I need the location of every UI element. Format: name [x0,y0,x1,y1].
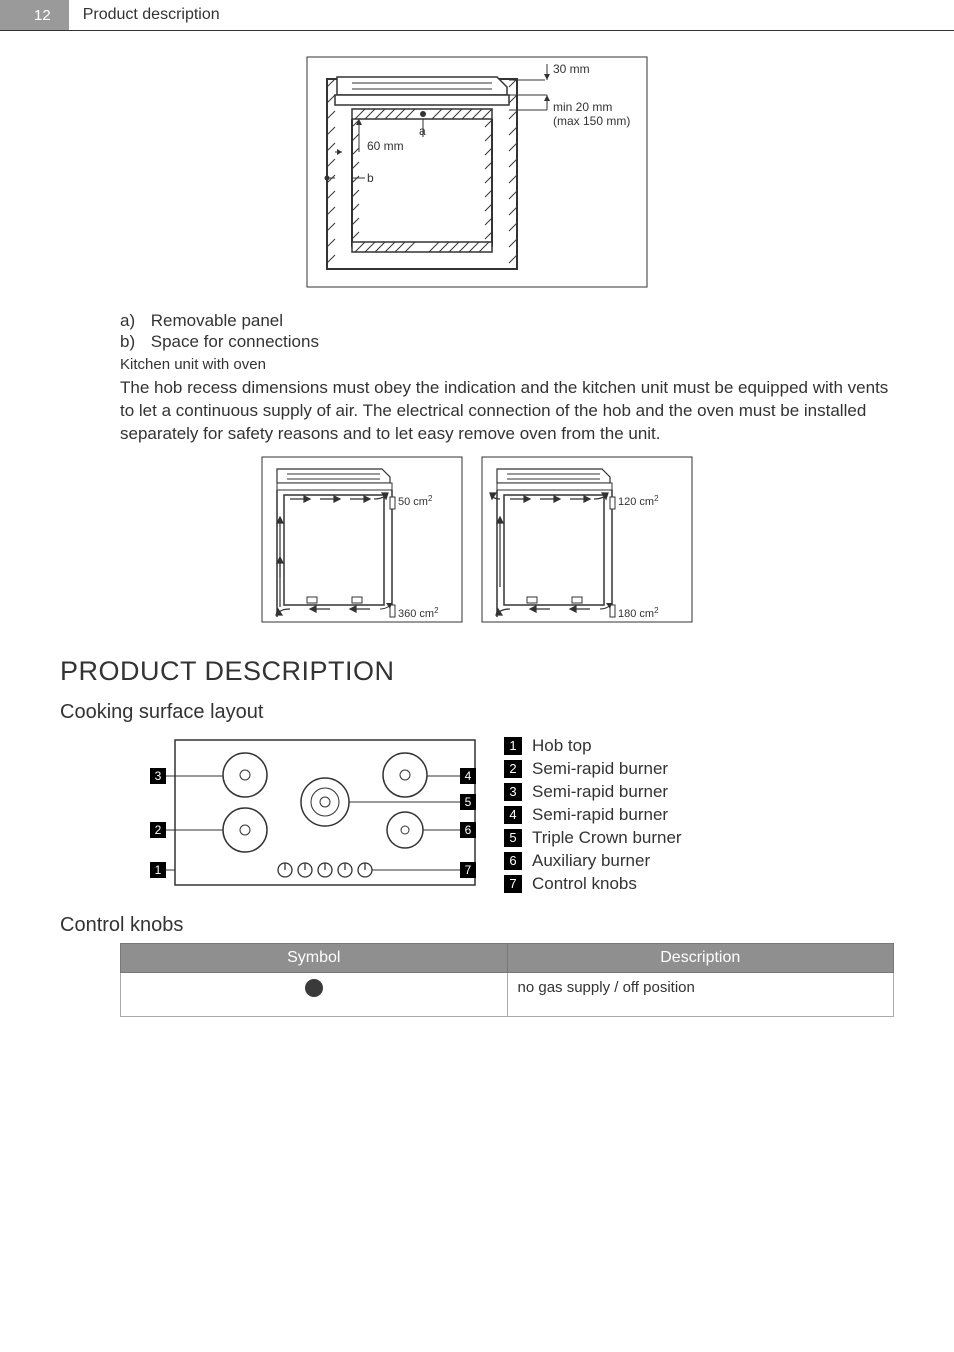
svg-text:180 cm2: 180 cm2 [618,606,659,620]
panel-text-a: Removable panel [151,311,283,330]
layout-legend: 1 Hob top 2 Semi-rapid burner 3 Semi-rapid … [504,736,682,894]
panel-list-item-b: b) Space for connections [120,332,894,352]
legend-label-7: Control knobs [532,874,637,894]
legend-item-2: 2 Semi-rapid burner [504,759,682,779]
svg-text:2: 2 [155,823,162,837]
svg-text:5: 5 [465,795,472,809]
legend-label-1: Hob top [532,736,592,756]
col-symbol: Symbol [121,943,508,972]
control-knobs-table: Symbol Description no gas supply / off p… [120,943,894,1017]
label-b: b [367,171,374,185]
legend-num-5: 5 [504,829,522,847]
d2-left-bot: 360 cm [398,608,434,620]
legend-item-4: 4 Semi-rapid burner [504,805,682,825]
dim-max150: (max 150 mm) [553,114,630,128]
panel-letter-a: a) [120,311,146,331]
legend-num-2: 2 [504,760,522,778]
legend-num-6: 6 [504,852,522,870]
symbol-cell [121,972,508,1016]
legend-label-4: Semi-rapid burner [532,805,668,825]
table-row: no gas supply / off position [121,972,894,1016]
dim-30mm: 30 mm [553,62,590,76]
d2-right-top: 120 cm [618,496,654,508]
legend-num-3: 3 [504,783,522,801]
d2-left-top: 50 cm [398,496,428,508]
installation-diagram-svg: 60 mm a b 30 mm min 20 mm (max 150 mm) [297,47,657,297]
cooking-surface-layout: 3 2 1 4 5 6 7 1Hob top 2Semi-rapid burn [120,730,894,900]
layout-heading: Cooking surface layout [60,701,894,724]
legend-num-7: 7 [504,875,522,893]
legend-label-5: Triple Crown burner [532,828,682,848]
section-title: PRODUCT DESCRIPTION [60,656,894,687]
d2-right-bot: 180 cm [618,608,654,620]
knobs-heading: Control knobs [60,914,894,937]
svg-text:50 cm2: 50 cm2 [398,494,433,508]
svg-text:6: 6 [465,823,472,837]
dim-min20: min 20 mm [553,100,612,114]
legend-item-7: 7 Control knobs [504,874,682,894]
svg-text:360 cm2: 360 cm2 [398,606,439,620]
body-paragraph: The hob recess dimensions must obey the … [120,377,894,446]
panel-list: a) Removable panel b) Space for connecti… [120,311,894,446]
page-number: 12 [34,7,51,24]
legend-label-3: Semi-rapid burner [532,782,668,802]
legend-item-6: 6 Auxiliary burner [504,851,682,871]
panel-letter-b: b) [120,332,146,352]
ventilation-diagram-svg: 50 cm2 360 cm2 [257,452,697,632]
svg-text:4: 4 [465,769,472,783]
legend-num-1: 1 [504,737,522,755]
legend-item-1: 1 Hob top [504,736,682,756]
ventilation-diagram: 50 cm2 360 cm2 [60,452,894,632]
legend-item-5: 5 Triple Crown burner [504,828,682,848]
kitchen-unit-caption: Kitchen unit with oven [120,356,894,373]
installation-diagram-1: 60 mm a b 30 mm min 20 mm (max 150 mm) [60,47,894,297]
panel-list-item-a: a) Removable panel [120,311,894,331]
header-title: Product description [69,0,234,30]
legend-label-2: Semi-rapid burner [532,759,668,779]
dim-60mm: 60 mm [367,139,404,153]
col-description: Description [507,943,894,972]
legend-label-6: Auxiliary burner [532,851,650,871]
svg-text:1: 1 [155,863,162,877]
panel-text-b: Space for connections [151,332,319,351]
page-header: 12 Product description [0,0,954,31]
page-number-tab: 12 [0,0,69,30]
legend-num-4: 4 [504,806,522,824]
off-position-icon [305,979,323,997]
legend-item-3: 3 Semi-rapid burner [504,782,682,802]
svg-text:120 cm2: 120 cm2 [618,494,659,508]
svg-text:7: 7 [465,863,472,877]
desc-cell: no gas supply / off position [507,972,894,1016]
hob-layout-svg: 3 2 1 4 5 6 7 [120,730,490,900]
svg-text:3: 3 [155,769,162,783]
